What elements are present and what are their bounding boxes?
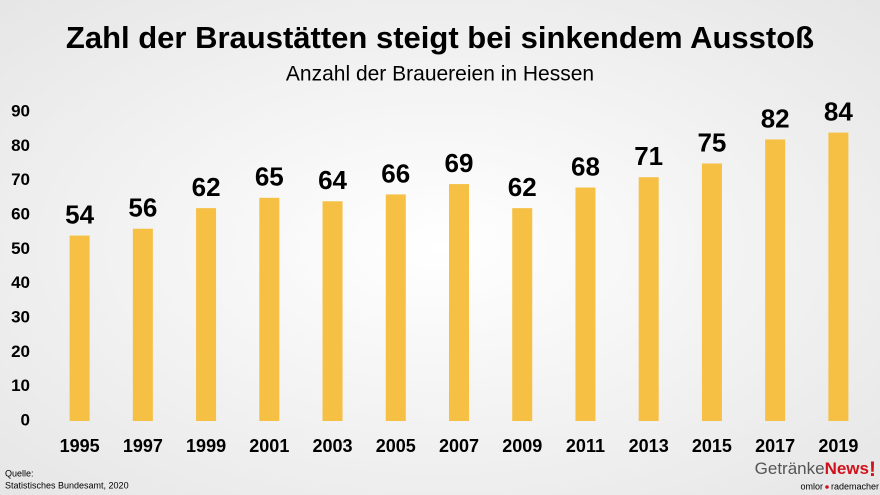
chart-subtitle: Anzahl der Brauereien in Hessen <box>286 63 594 86</box>
data-label: 68 <box>571 151 600 181</box>
y-tick-label: 30 <box>11 307 30 326</box>
source-label: Quelle: <box>5 468 34 478</box>
x-tick-label: 2001 <box>249 436 289 456</box>
bar <box>575 187 596 421</box>
x-tick-label: 2011 <box>566 436 605 456</box>
data-label: 65 <box>255 162 284 192</box>
bar <box>828 132 849 421</box>
y-tick-label: 40 <box>11 273 30 292</box>
logo-sub: rademacher <box>831 481 879 491</box>
bar <box>638 177 659 421</box>
x-tick-label: 1999 <box>186 436 226 456</box>
y-tick-label: 50 <box>11 239 30 258</box>
data-label: 84 <box>824 96 853 126</box>
data-label: 62 <box>192 172 221 202</box>
x-tick-label: 1995 <box>60 436 100 456</box>
data-label: 69 <box>445 148 474 178</box>
bar <box>701 163 722 421</box>
bar <box>69 235 90 421</box>
data-label: 62 <box>508 172 537 202</box>
x-tick-label: 2019 <box>818 436 858 456</box>
source: Statistisches Bundesamt, 2020 <box>5 480 129 490</box>
logo: GetränkeNews! <box>755 458 876 481</box>
y-tick-label: 20 <box>11 342 30 361</box>
data-label: 82 <box>761 103 790 133</box>
bar <box>196 208 217 421</box>
bar <box>259 197 280 421</box>
data-label: 64 <box>318 165 347 195</box>
bar <box>512 208 533 421</box>
y-tick-label: 70 <box>11 170 30 189</box>
data-label: 71 <box>634 141 663 171</box>
bar <box>765 139 786 421</box>
logo-part: Getränke <box>755 459 825 478</box>
bar <box>385 194 406 421</box>
x-tick-label: 2003 <box>313 436 353 456</box>
x-tick-label: 2007 <box>439 436 479 456</box>
logo-sub: omlor <box>800 481 823 491</box>
y-tick-label: 60 <box>11 204 30 223</box>
data-label: 66 <box>381 158 410 188</box>
logo-part: ! <box>869 458 876 481</box>
chart-title: Zahl der Braustätten steigt bei sinkende… <box>66 20 814 55</box>
y-tick-label: 80 <box>11 136 30 155</box>
x-tick-label: 2013 <box>629 436 669 456</box>
bar <box>322 201 343 421</box>
data-label: 56 <box>128 193 157 223</box>
y-tick-label: 0 <box>21 410 30 429</box>
data-label: 54 <box>65 199 94 229</box>
bar <box>132 228 153 421</box>
bar <box>449 184 469 421</box>
x-tick-label: 2017 <box>755 436 795 456</box>
y-tick-label: 90 <box>11 101 30 120</box>
x-tick-label: 2015 <box>692 436 732 456</box>
y-tick-label: 10 <box>11 376 30 395</box>
x-tick-label: 2009 <box>502 436 542 456</box>
x-tick-label: 2005 <box>376 436 416 456</box>
data-label: 75 <box>697 127 726 157</box>
logo-dot <box>825 485 829 489</box>
logo-part: News <box>825 459 869 478</box>
x-tick-label: 1997 <box>123 436 163 456</box>
